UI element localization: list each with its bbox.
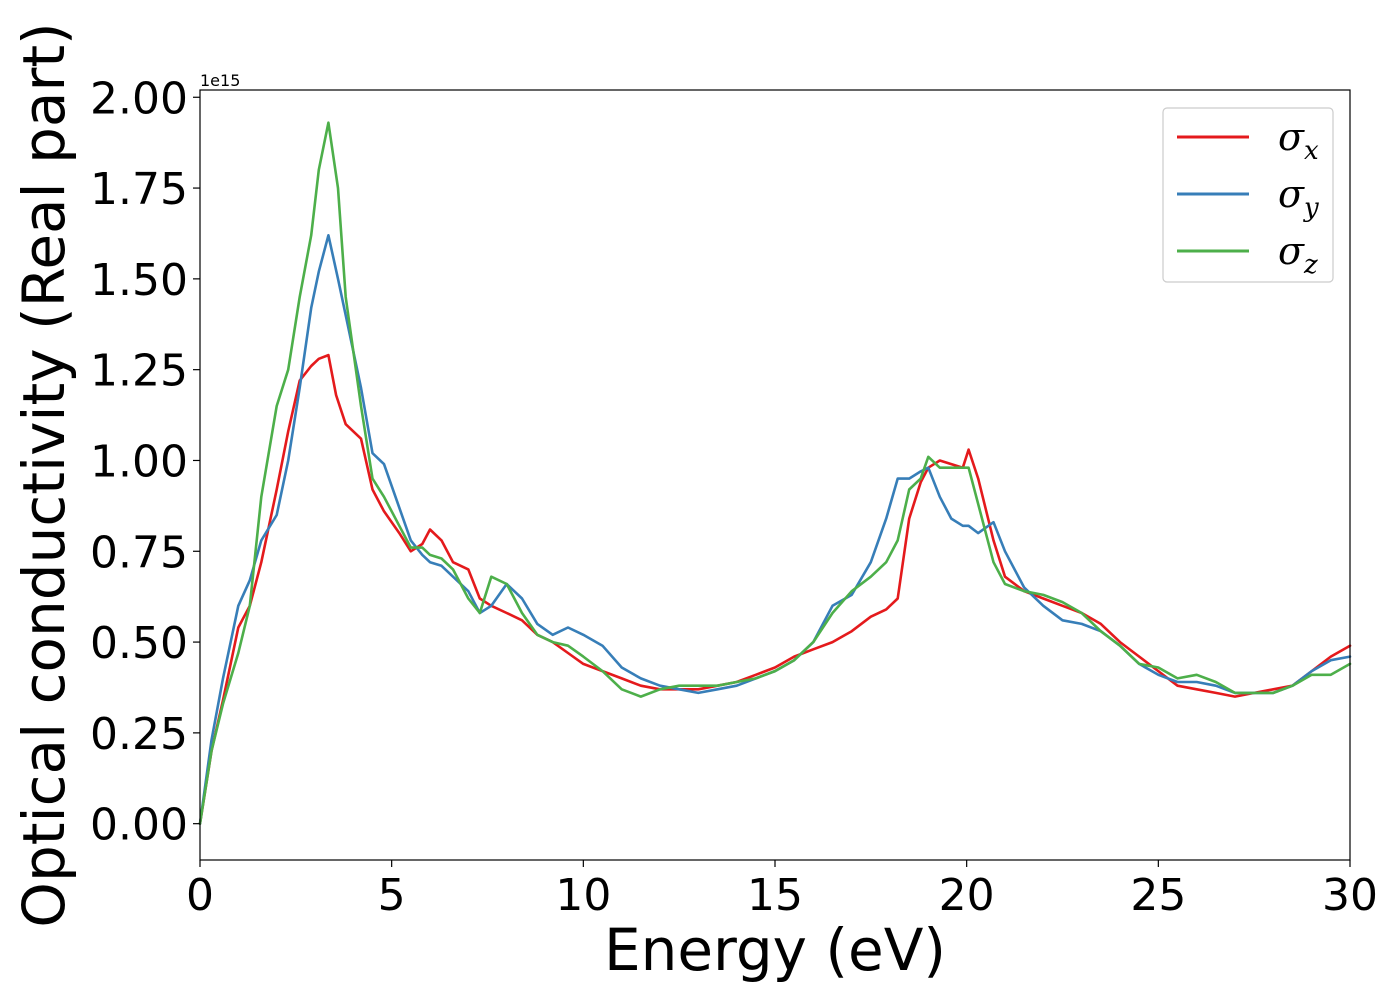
x-tick-label: 15 (747, 870, 803, 921)
x-axis-label: Energy (eV) (604, 916, 946, 984)
x-axis-ticks: 0 5 10 15 20 25 30 (186, 860, 1378, 921)
series-layer (198, 121, 1352, 825)
legend: σx σy σz (1162, 107, 1334, 283)
y-tick-label: 0.25 (90, 709, 188, 760)
x-tick-label: 25 (1130, 870, 1186, 921)
series-line-z (198, 121, 1352, 825)
y-tick-label: 0.50 (90, 618, 188, 669)
x-tick-label: 5 (378, 870, 406, 921)
y-tick-label: 1.50 (90, 255, 188, 306)
y-offset-label: 1e15 (200, 71, 240, 90)
y-tick-label: 1.75 (90, 164, 188, 215)
y-tick-label: 0.00 (90, 800, 188, 851)
legend-label-x: σx (1278, 115, 1319, 166)
x-tick-label: 10 (555, 870, 611, 921)
y-tick-label: 1.25 (90, 346, 188, 397)
plot-background (200, 90, 1350, 860)
x-tick-label: 20 (939, 870, 995, 921)
x-tick-label: 0 (186, 870, 214, 921)
legend-label-z: σz (1278, 229, 1318, 280)
legend-label-y: σy (1278, 172, 1319, 223)
y-tick-label: 1.00 (90, 436, 188, 487)
y-tick-label: 0.75 (90, 527, 188, 578)
x-tick-label: 30 (1322, 870, 1378, 921)
y-tick-label: 2.00 (90, 73, 188, 124)
y-axis-ticks: 0.00 0.25 0.50 0.75 1.00 1.25 1.50 1.75 2.00 (90, 73, 200, 851)
y-axis-label: Optical conductivity (Real part) (10, 22, 78, 927)
